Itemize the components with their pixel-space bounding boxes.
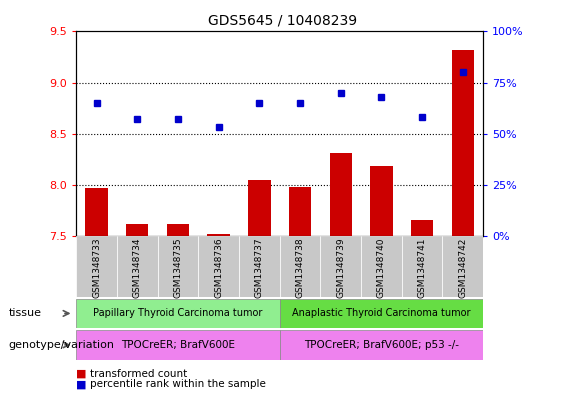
Bar — [239, 236, 280, 297]
Bar — [451, 50, 474, 236]
Text: transformed count: transformed count — [90, 369, 188, 379]
Bar — [280, 299, 483, 328]
Bar — [280, 236, 320, 297]
Text: Anaplastic Thyroid Carcinoma tumor: Anaplastic Thyroid Carcinoma tumor — [292, 309, 471, 318]
Text: GSM1348741: GSM1348741 — [418, 238, 427, 298]
Bar — [167, 224, 189, 236]
Text: GSM1348736: GSM1348736 — [214, 238, 223, 298]
Text: GSM1348739: GSM1348739 — [336, 238, 345, 298]
Bar — [76, 299, 280, 328]
Text: GSM1348742: GSM1348742 — [458, 238, 467, 298]
Text: GSM1348735: GSM1348735 — [173, 238, 182, 298]
Text: GSM1348740: GSM1348740 — [377, 238, 386, 298]
Text: TPOCreER; BrafV600E; p53 -/-: TPOCreER; BrafV600E; p53 -/- — [304, 340, 459, 350]
Bar — [329, 153, 352, 236]
Text: GSM1348733: GSM1348733 — [92, 238, 101, 298]
Text: Papillary Thyroid Carcinoma tumor: Papillary Thyroid Carcinoma tumor — [93, 309, 263, 318]
Bar — [361, 236, 402, 297]
Text: percentile rank within the sample: percentile rank within the sample — [90, 379, 266, 389]
Text: GDS5645 / 10408239: GDS5645 / 10408239 — [208, 14, 357, 28]
Bar — [76, 330, 280, 360]
Text: GSM1348734: GSM1348734 — [133, 238, 142, 298]
Bar — [402, 236, 442, 297]
Bar — [280, 330, 483, 360]
Bar — [198, 236, 239, 297]
Text: tissue: tissue — [8, 309, 41, 318]
Bar — [370, 166, 393, 236]
Text: ■: ■ — [76, 379, 87, 389]
Text: ■: ■ — [76, 369, 87, 379]
Text: TPOCreER; BrafV600E: TPOCreER; BrafV600E — [121, 340, 235, 350]
Bar — [320, 236, 361, 297]
Bar — [126, 224, 149, 236]
Bar — [76, 236, 117, 297]
Bar — [207, 234, 230, 236]
Text: GSM1348737: GSM1348737 — [255, 238, 264, 298]
Text: GSM1348738: GSM1348738 — [295, 238, 305, 298]
Bar — [85, 188, 108, 236]
Bar — [158, 236, 198, 297]
Bar — [248, 180, 271, 236]
Bar — [117, 236, 158, 297]
Bar — [289, 187, 311, 236]
Bar — [442, 236, 483, 297]
Bar — [411, 220, 433, 236]
Text: genotype/variation: genotype/variation — [8, 340, 115, 350]
